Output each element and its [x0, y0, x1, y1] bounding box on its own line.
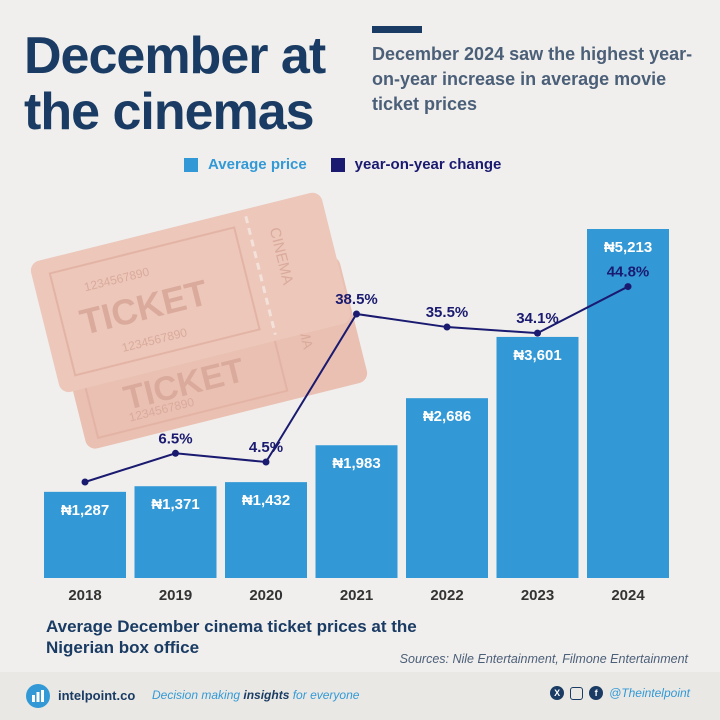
bar-2022: [406, 398, 488, 578]
yoy-label-2022: 35.5%: [426, 304, 469, 321]
ticket-perforation: [244, 215, 277, 336]
ticket-front-shape: [30, 192, 351, 393]
x-tick-2023: 2023: [521, 587, 554, 604]
tagline: Decision making insights for everyone: [152, 688, 359, 702]
legend-item-yoy: year-on-year change: [330, 156, 502, 173]
bar-2018: [44, 491, 126, 578]
legend-item-price: Average price: [184, 156, 307, 173]
bar-2023: [496, 336, 579, 578]
tagline-bold: insights: [243, 688, 290, 702]
brand-logo-icon[interactable]: [26, 684, 50, 708]
x-tick-2021: 2021: [340, 587, 373, 604]
social-links: X f @Theintelpoint: [550, 686, 690, 700]
bar-series: ₦1,287 ₦1,371 ₦1,432 ₦1,983 ₦2,686 ₦3,601 ₦5,2…: [44, 229, 669, 578]
page-title: December at the cinemas: [24, 27, 326, 141]
legend-label-price: Average price: [208, 156, 307, 173]
ticket-front-border: [48, 226, 261, 377]
x-icon[interactable]: X: [550, 686, 565, 700]
sources-note: Sources: Nile Entertainment, Filmone Ent…: [399, 652, 688, 666]
bar-2021: [315, 445, 398, 578]
facebook-icon[interactable]: f: [589, 686, 604, 700]
yoy-point-2024: [624, 283, 632, 291]
yoy-line-series: 6.5% 4.5% 38.5% 35.5% 34.1% 44.8%: [81, 264, 650, 486]
yoy-point-2023: [534, 329, 541, 337]
x-tick-2020: 2020: [249, 587, 282, 604]
accent-bar: [372, 26, 422, 33]
ticket-illustration: TICKET CINEMA 1234567890 1234567890 TICK…: [30, 192, 368, 449]
bar-label-2021: ₦1,983: [332, 455, 380, 472]
yoy-point-2021: [353, 310, 360, 318]
legend-swatch-yoy: [330, 157, 345, 172]
x-tick-2019: 2019: [159, 587, 192, 604]
yoy-label-2023: 34.1%: [516, 310, 559, 327]
x-axis-ticks: 2018 2019 2020 2021 2022 2023 2024: [68, 587, 645, 604]
instagram-icon[interactable]: [570, 686, 584, 700]
yoy-label-2024: 44.8%: [607, 264, 650, 281]
x-tick-2024: 2024: [611, 587, 645, 604]
subtitle: December 2024 saw the highest year-on-ye…: [372, 44, 693, 114]
tagline-post: for everyone: [289, 688, 360, 702]
chart-legend: Average price year-on-year change: [184, 156, 501, 173]
bars-logo-glyph: [32, 690, 44, 702]
bar-label-2022: ₦2,686: [423, 408, 471, 425]
legend-swatch-price: [184, 157, 198, 172]
yoy-point-2020: [262, 458, 270, 466]
brand-name[interactable]: intelpoint.co: [58, 688, 136, 703]
yoy-label-2020: 4.5%: [249, 439, 283, 456]
tagline-pre: Decision making: [152, 688, 244, 702]
bar-2019: [134, 486, 217, 578]
social-handle[interactable]: @Theintelpoint: [609, 686, 690, 700]
bar-label-2019: ₦1,371: [151, 496, 199, 513]
yoy-label-2019: 6.5%: [158, 430, 192, 447]
bar-label-2018: ₦1,287: [61, 502, 109, 519]
chart-caption: Average December cinema ticket prices at…: [46, 617, 417, 657]
bar-label-2023: ₦3,601: [513, 347, 561, 364]
bar-label-2020: ₦1,432: [242, 492, 290, 509]
x-tick-2018: 2018: [68, 587, 101, 604]
x-tick-2022: 2022: [430, 587, 463, 604]
yoy-point-2022: [443, 323, 451, 331]
legend-label-yoy: year-on-year change: [354, 156, 502, 173]
bar-2020: [225, 482, 307, 578]
yoy-point-2018: [81, 478, 89, 486]
yoy-point-2019: [172, 449, 179, 457]
bar-2024: [587, 229, 669, 578]
bar-label-2024: ₦5,213: [604, 239, 652, 256]
yoy-label-2021: 38.5%: [335, 291, 378, 308]
